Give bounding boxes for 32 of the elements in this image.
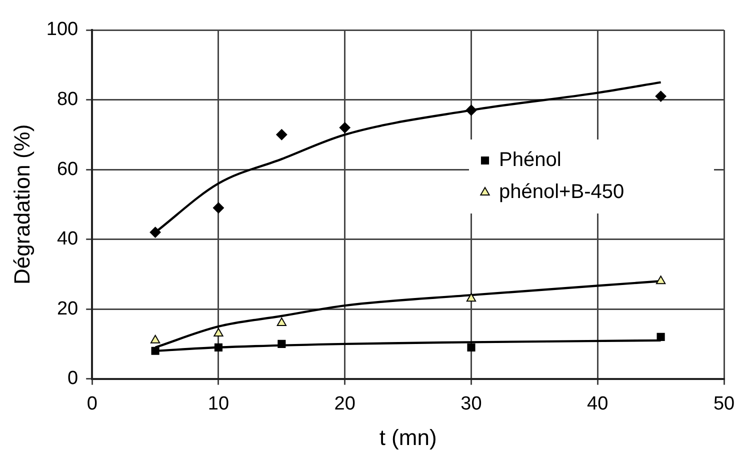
- x-tick-label: 30: [460, 393, 482, 414]
- y-tick-label: 20: [56, 298, 78, 320]
- x-tick-label: 50: [713, 393, 735, 414]
- point: [466, 293, 476, 302]
- point: [276, 317, 286, 326]
- x-tick-label: 0: [86, 393, 98, 414]
- point: [151, 346, 160, 355]
- x-tick-label: 10: [208, 393, 230, 414]
- legend-label: phénol+B-450: [499, 181, 624, 204]
- point: [466, 104, 477, 116]
- point: [214, 343, 223, 352]
- y-tick-label: 60: [56, 158, 78, 180]
- legend-label: Phénol: [499, 149, 562, 172]
- y-tick-label: 80: [56, 88, 78, 110]
- point: [467, 343, 476, 352]
- y-tick-label: 100: [46, 19, 78, 40]
- point: [656, 276, 666, 284]
- y-axis-title: Dégradation (%): [9, 124, 34, 284]
- point: [212, 202, 224, 214]
- x-tick-label: 20: [334, 393, 356, 414]
- y-tick-label: 40: [56, 228, 78, 250]
- point: [214, 328, 224, 336]
- y-tick-label: 0: [68, 368, 78, 390]
- point: [655, 90, 666, 102]
- point: [150, 226, 161, 238]
- point: [278, 340, 286, 348]
- x-tick-label: 40: [587, 393, 608, 414]
- point: [339, 122, 350, 134]
- point: [656, 332, 665, 341]
- point: [150, 334, 160, 344]
- point: [276, 129, 288, 140]
- x-axis-title: t (mn): [379, 424, 437, 450]
